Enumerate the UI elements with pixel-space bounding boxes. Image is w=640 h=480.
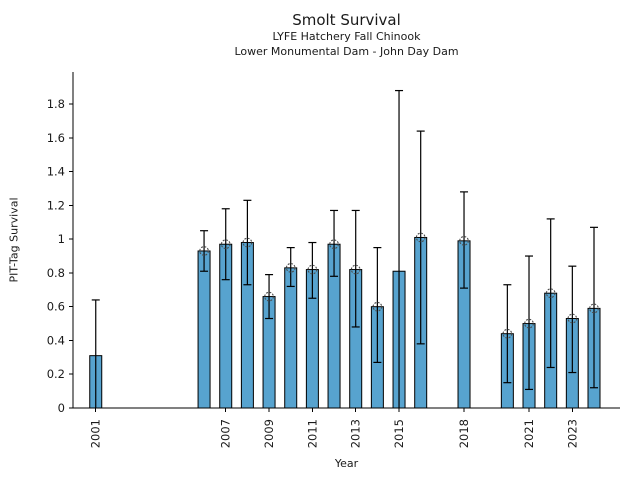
x-tick-label-2021: 2021 [522,419,536,448]
x-tick-label-2013: 2013 [349,419,363,448]
y-axis-label: PIT-Tag Survival [7,197,21,283]
marker-2007 [220,239,231,250]
y-tick-label-1: 1 [58,232,65,246]
marker-2008 [242,237,253,248]
y-tick-label-0.8: 0.8 [47,266,65,280]
marker-2011 [307,264,318,275]
x-tick-label-2018: 2018 [457,419,471,448]
y-tick-label-1.4: 1.4 [47,165,65,179]
marker-2024 [589,303,599,314]
chart-subtitle-line2: Lower Monumental Dam - John Day Dam [234,45,459,58]
x-tick-label-2011: 2011 [305,419,319,448]
bar-2010 [284,267,298,409]
marker-2020 [502,328,513,339]
marker-2021 [524,318,534,329]
y-tick-label-0.2: 0.2 [47,367,65,381]
y-tick-label-1.8: 1.8 [47,97,65,111]
marker-2009 [264,291,274,302]
y-tick-label-1.6: 1.6 [47,131,65,145]
y-tick-label-0: 0 [58,401,65,415]
x-tick-label-2009: 2009 [262,419,276,448]
marker-2023 [567,313,578,324]
chart-title: Smolt Survival [292,11,401,29]
marker-2022 [545,288,556,299]
chart-subtitle-line1: LYFE Hatchery Fall Chinook [272,30,421,43]
marker-2010 [285,263,296,273]
y-tick-label-0.6: 0.6 [47,300,65,314]
x-tick-label-2015: 2015 [392,419,406,448]
x-tick-label-2023: 2023 [565,419,579,448]
y-tick-label-1.2: 1.2 [47,198,65,212]
bar-2006 [197,250,211,409]
y-tick-label-0.4: 0.4 [47,333,65,347]
x-tick-label-2001: 2001 [89,419,103,448]
x-tick-label-2007: 2007 [219,419,233,448]
marker-2013 [350,264,361,275]
marker-2014 [372,301,383,312]
marker-2018 [459,235,469,246]
x-axis-label: Year [334,457,359,470]
marker-2016 [415,232,426,243]
marker-2006 [199,246,209,256]
